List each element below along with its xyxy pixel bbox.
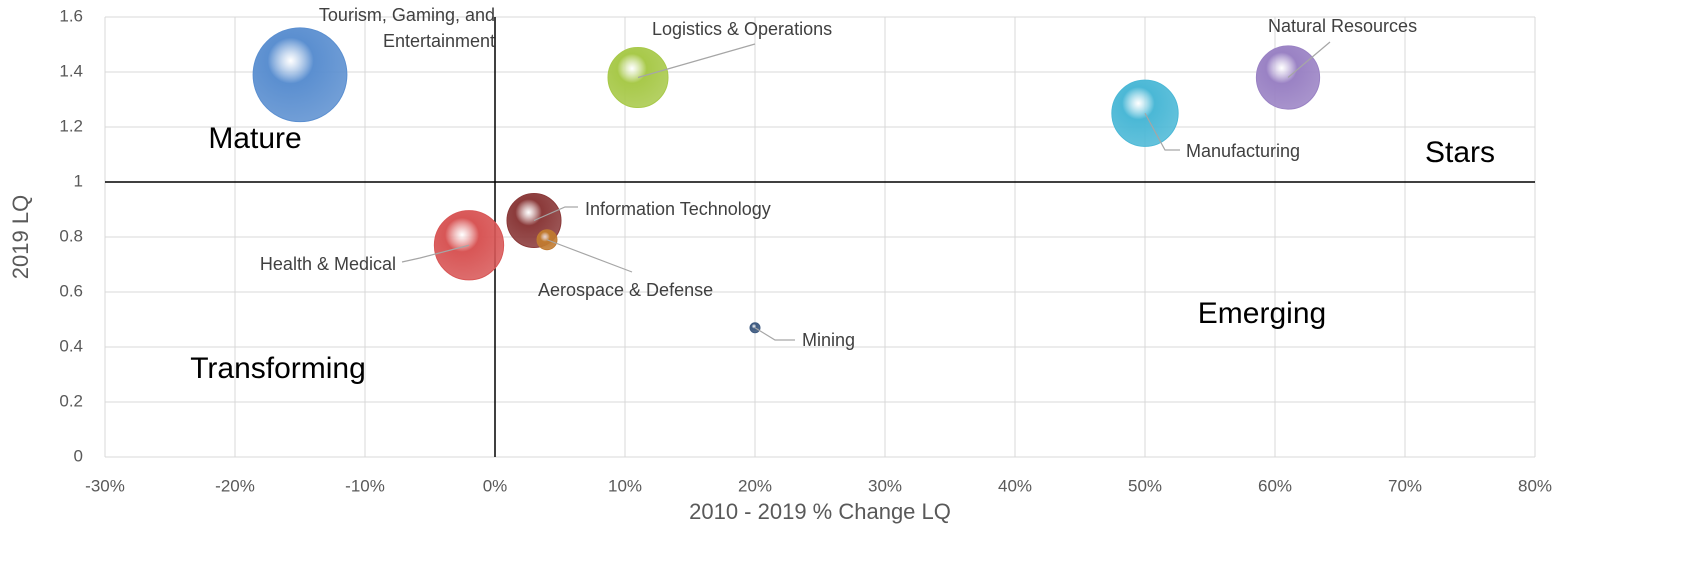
x-tick-label: 50% [1128, 476, 1162, 495]
y-tick-label: 0.4 [59, 336, 83, 355]
bubble-label: Natural Resources [1268, 16, 1417, 36]
quadrant-label: Stars [1425, 136, 1495, 169]
bubble-label: Tourism, Gaming, and Entertainment [318, 5, 495, 51]
leader-line [637, 43, 756, 79]
quadrant-label: Mature [208, 122, 301, 155]
bubble-label: Manufacturing [1186, 141, 1300, 161]
x-tick-label: 70% [1388, 476, 1422, 495]
leader-line [533, 206, 578, 222]
bubble-label: Logistics & Operations [652, 19, 832, 39]
x-tick-label: 30% [868, 476, 902, 495]
x-tick-label: -10% [345, 476, 385, 495]
y-tick-label: 1.2 [59, 116, 83, 135]
x-tick-label: 0% [483, 476, 508, 495]
bubbles [252, 27, 1321, 334]
quadrant-label: Transforming [190, 352, 366, 385]
leader-line [401, 244, 470, 263]
x-axis-title: 2010 - 2019 % Change LQ [689, 499, 951, 524]
y-tick-label: 0.6 [59, 281, 83, 300]
y-tick-label: 0 [74, 446, 83, 465]
leader-line [1287, 41, 1331, 78]
bubble-label: Health & Medical [260, 254, 396, 274]
bubble-label: Mining [802, 330, 855, 350]
bubble-label: Aerospace & Defense [538, 280, 713, 300]
y-tick-label: 1.4 [59, 61, 83, 80]
quadrant-label: Emerging [1198, 297, 1326, 330]
bubble-label: Information Technology [585, 199, 771, 219]
x-tick-label: -30% [85, 476, 125, 495]
x-tick-label: 60% [1258, 476, 1292, 495]
label-box: Tourism, Gaming, and Entertainment [318, 5, 495, 51]
y-axis-title: 2019 LQ [8, 195, 33, 279]
y-tick-label: 1 [74, 171, 83, 190]
x-tick-label: 40% [998, 476, 1032, 495]
leader-line [546, 239, 633, 273]
leader-line [1144, 112, 1180, 151]
x-tick-label: 20% [738, 476, 772, 495]
x-tick-label: -20% [215, 476, 255, 495]
bubble [252, 27, 348, 123]
y-tick-label: 0.2 [59, 391, 83, 410]
y-tick-label: 0.8 [59, 226, 83, 245]
y-tick-label: 1.6 [59, 6, 83, 25]
leader-line [754, 327, 795, 341]
x-tick-label: 80% [1518, 476, 1552, 495]
x-tick-label: 10% [608, 476, 642, 495]
labels: Tourism, Gaming, and Entertainment Logist… [260, 5, 1417, 350]
